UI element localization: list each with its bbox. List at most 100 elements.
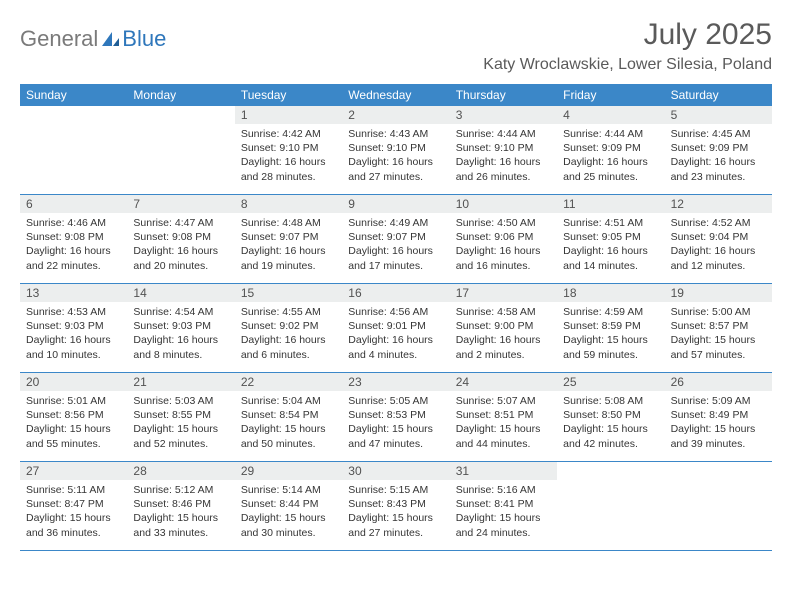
sunset-text: Sunset: 9:02 PM [241, 319, 336, 333]
day-details: Sunrise: 5:00 AMSunset: 8:57 PMDaylight:… [665, 302, 772, 366]
day-cell: 14Sunrise: 4:54 AMSunset: 9:03 PMDayligh… [127, 284, 234, 372]
day-number: 4 [557, 106, 664, 124]
day-number: 3 [450, 106, 557, 124]
weekday-label: Sunday [20, 84, 127, 106]
day-number: 24 [450, 373, 557, 391]
weekday-label: Saturday [665, 84, 772, 106]
daylight-text: Daylight: 16 hours and 17 minutes. [348, 244, 443, 272]
sunrise-text: Sunrise: 5:00 AM [671, 305, 766, 319]
sunset-text: Sunset: 8:53 PM [348, 408, 443, 422]
day-number: 31 [450, 462, 557, 480]
sunrise-text: Sunrise: 4:50 AM [456, 216, 551, 230]
daylight-text: Daylight: 15 hours and 39 minutes. [671, 422, 766, 450]
day-cell: 17Sunrise: 4:58 AMSunset: 9:00 PMDayligh… [450, 284, 557, 372]
sunrise-text: Sunrise: 5:11 AM [26, 483, 121, 497]
sunset-text: Sunset: 9:10 PM [456, 141, 551, 155]
sunrise-text: Sunrise: 5:03 AM [133, 394, 228, 408]
sunrise-text: Sunrise: 4:53 AM [26, 305, 121, 319]
weekday-label: Wednesday [342, 84, 449, 106]
calendar-grid: Sunday Monday Tuesday Wednesday Thursday… [20, 84, 772, 551]
day-number: 30 [342, 462, 449, 480]
sunset-text: Sunset: 8:49 PM [671, 408, 766, 422]
day-cell: 6Sunrise: 4:46 AMSunset: 9:08 PMDaylight… [20, 195, 127, 283]
sunrise-text: Sunrise: 4:45 AM [671, 127, 766, 141]
day-number: 20 [20, 373, 127, 391]
daylight-text: Daylight: 16 hours and 14 minutes. [563, 244, 658, 272]
sunrise-text: Sunrise: 5:08 AM [563, 394, 658, 408]
day-cell: 3Sunrise: 4:44 AMSunset: 9:10 PMDaylight… [450, 106, 557, 194]
day-number: 22 [235, 373, 342, 391]
day-number: 18 [557, 284, 664, 302]
weekday-label: Tuesday [235, 84, 342, 106]
sunset-text: Sunset: 9:03 PM [26, 319, 121, 333]
sunset-text: Sunset: 9:06 PM [456, 230, 551, 244]
sunset-text: Sunset: 9:08 PM [133, 230, 228, 244]
day-details: Sunrise: 4:59 AMSunset: 8:59 PMDaylight:… [557, 302, 664, 366]
sunrise-text: Sunrise: 4:42 AM [241, 127, 336, 141]
day-cell: 23Sunrise: 5:05 AMSunset: 8:53 PMDayligh… [342, 373, 449, 461]
day-details: Sunrise: 5:09 AMSunset: 8:49 PMDaylight:… [665, 391, 772, 455]
month-title: July 2025 [483, 18, 772, 52]
day-number: 17 [450, 284, 557, 302]
day-details: Sunrise: 5:08 AMSunset: 8:50 PMDaylight:… [557, 391, 664, 455]
day-details: Sunrise: 5:05 AMSunset: 8:53 PMDaylight:… [342, 391, 449, 455]
day-cell: 19Sunrise: 5:00 AMSunset: 8:57 PMDayligh… [665, 284, 772, 372]
day-details: Sunrise: 4:44 AMSunset: 9:10 PMDaylight:… [450, 124, 557, 188]
day-cell: 8Sunrise: 4:48 AMSunset: 9:07 PMDaylight… [235, 195, 342, 283]
daylight-text: Daylight: 15 hours and 59 minutes. [563, 333, 658, 361]
weeks-container: 1Sunrise: 4:42 AMSunset: 9:10 PMDaylight… [20, 106, 772, 551]
sunset-text: Sunset: 8:57 PM [671, 319, 766, 333]
day-details: Sunrise: 4:53 AMSunset: 9:03 PMDaylight:… [20, 302, 127, 366]
day-details: Sunrise: 5:12 AMSunset: 8:46 PMDaylight:… [127, 480, 234, 544]
daylight-text: Daylight: 15 hours and 47 minutes. [348, 422, 443, 450]
daylight-text: Daylight: 16 hours and 19 minutes. [241, 244, 336, 272]
daylight-text: Daylight: 16 hours and 12 minutes. [671, 244, 766, 272]
calendar-week-row: 6Sunrise: 4:46 AMSunset: 9:08 PMDaylight… [20, 195, 772, 284]
day-cell: 9Sunrise: 4:49 AMSunset: 9:07 PMDaylight… [342, 195, 449, 283]
sunset-text: Sunset: 9:08 PM [26, 230, 121, 244]
day-details: Sunrise: 4:44 AMSunset: 9:09 PMDaylight:… [557, 124, 664, 188]
sunset-text: Sunset: 9:01 PM [348, 319, 443, 333]
weekday-label: Thursday [450, 84, 557, 106]
sunset-text: Sunset: 8:46 PM [133, 497, 228, 511]
day-number: 29 [235, 462, 342, 480]
day-number: 6 [20, 195, 127, 213]
daylight-text: Daylight: 15 hours and 42 minutes. [563, 422, 658, 450]
sunset-text: Sunset: 8:44 PM [241, 497, 336, 511]
day-cell: 11Sunrise: 4:51 AMSunset: 9:05 PMDayligh… [557, 195, 664, 283]
day-details: Sunrise: 5:14 AMSunset: 8:44 PMDaylight:… [235, 480, 342, 544]
day-details: Sunrise: 4:50 AMSunset: 9:06 PMDaylight:… [450, 213, 557, 277]
brand-text-blue: Blue [122, 26, 166, 52]
sunset-text: Sunset: 9:10 PM [241, 141, 336, 155]
day-details: Sunrise: 4:54 AMSunset: 9:03 PMDaylight:… [127, 302, 234, 366]
sunrise-text: Sunrise: 4:44 AM [456, 127, 551, 141]
daylight-text: Daylight: 16 hours and 28 minutes. [241, 155, 336, 183]
sunset-text: Sunset: 9:03 PM [133, 319, 228, 333]
day-cell: 16Sunrise: 4:56 AMSunset: 9:01 PMDayligh… [342, 284, 449, 372]
day-number: 16 [342, 284, 449, 302]
sunrise-text: Sunrise: 4:51 AM [563, 216, 658, 230]
sunrise-text: Sunrise: 4:55 AM [241, 305, 336, 319]
daylight-text: Daylight: 16 hours and 27 minutes. [348, 155, 443, 183]
day-cell: 13Sunrise: 4:53 AMSunset: 9:03 PMDayligh… [20, 284, 127, 372]
sunrise-text: Sunrise: 4:54 AM [133, 305, 228, 319]
day-number: 23 [342, 373, 449, 391]
brand-text-general: General [20, 26, 98, 52]
day-number: 9 [342, 195, 449, 213]
daylight-text: Daylight: 16 hours and 16 minutes. [456, 244, 551, 272]
day-details: Sunrise: 4:48 AMSunset: 9:07 PMDaylight:… [235, 213, 342, 277]
day-number: 13 [20, 284, 127, 302]
sunrise-text: Sunrise: 5:15 AM [348, 483, 443, 497]
day-details: Sunrise: 4:45 AMSunset: 9:09 PMDaylight:… [665, 124, 772, 188]
sunrise-text: Sunrise: 5:16 AM [456, 483, 551, 497]
daylight-text: Daylight: 16 hours and 2 minutes. [456, 333, 551, 361]
daylight-text: Daylight: 15 hours and 52 minutes. [133, 422, 228, 450]
daylight-text: Daylight: 16 hours and 6 minutes. [241, 333, 336, 361]
day-number: 27 [20, 462, 127, 480]
day-number: 25 [557, 373, 664, 391]
day-number: 7 [127, 195, 234, 213]
day-cell: 26Sunrise: 5:09 AMSunset: 8:49 PMDayligh… [665, 373, 772, 461]
daylight-text: Daylight: 16 hours and 25 minutes. [563, 155, 658, 183]
day-cell: 7Sunrise: 4:47 AMSunset: 9:08 PMDaylight… [127, 195, 234, 283]
sunset-text: Sunset: 9:09 PM [671, 141, 766, 155]
